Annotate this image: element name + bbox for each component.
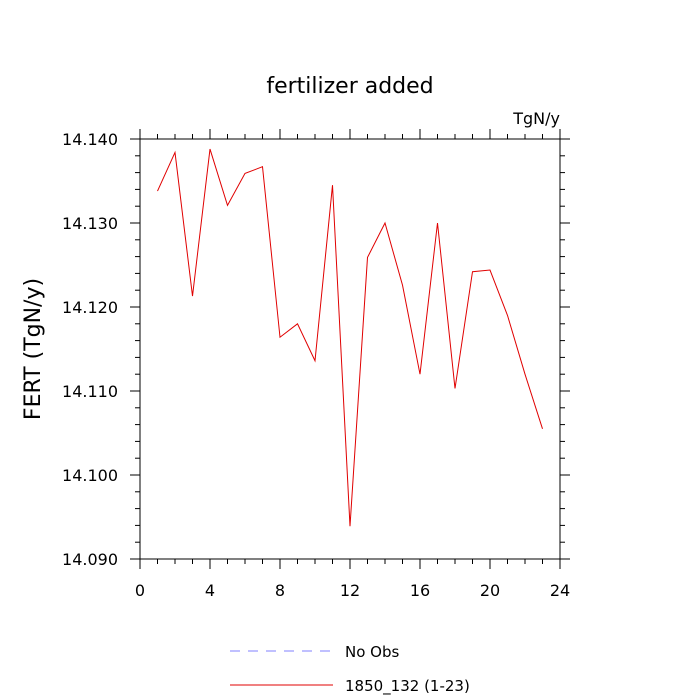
y-tick-label: 14.110 (62, 382, 118, 401)
x-tick-label: 20 (480, 581, 500, 600)
series-layer (157, 148, 543, 527)
legend-label-1850-132: 1850_132 (1-23) (345, 677, 470, 696)
y-axis-label: FERT (TgN/y) (21, 278, 46, 420)
units-label: TgN/y (512, 109, 560, 128)
y-tick-label: 14.140 (62, 130, 118, 149)
y-axis-ticks: 14.090 14.100 14.110 14.120 14.130 14.140 (62, 130, 570, 569)
x-tick-label: 16 (410, 581, 430, 600)
plot-frame (139, 138, 561, 560)
x-tick-label: 0 (135, 581, 145, 600)
chart-title: fertilizer added (266, 74, 433, 99)
x-tick-label: 24 (550, 581, 570, 600)
x-tick-label: 12 (340, 581, 360, 600)
series-line (157, 148, 543, 527)
legend: No Obs 1850_132 (1-23) (230, 643, 470, 696)
y-tick-label: 14.100 (62, 466, 118, 485)
y-tick-label: 14.090 (62, 550, 118, 569)
x-tick-label: 8 (275, 581, 285, 600)
x-axis-ticks: 0 4 8 12 16 20 24 (135, 129, 570, 600)
legend-label-no-obs: No Obs (345, 643, 399, 661)
x-tick-label: 4 (205, 581, 215, 600)
y-tick-label: 14.130 (62, 214, 118, 233)
y-tick-label: 14.120 (62, 298, 118, 317)
